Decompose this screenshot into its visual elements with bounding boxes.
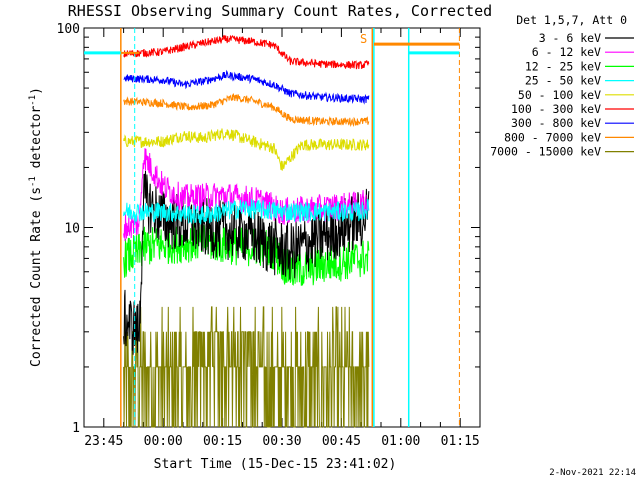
series-line-4 <box>123 128 370 171</box>
series-layer <box>123 34 370 428</box>
legend-label-6: 300 - 800 keV <box>511 116 601 130</box>
legend-label-0: 3 - 6 keV <box>539 31 601 45</box>
legend-label-7: 800 - 7000 keV <box>504 130 601 144</box>
x-tick-label: 01:15 <box>441 434 480 449</box>
y-tick-label: 1 <box>72 421 80 436</box>
x-tick-label: 01:00 <box>381 434 420 449</box>
x-tick-label: 23:45 <box>84 434 123 449</box>
series-line-6 <box>123 69 370 105</box>
legend-header: Det 1,5,7, Att 0 <box>516 13 627 27</box>
legend-label-5: 100 - 300 keV <box>511 102 601 116</box>
s-annotation: S <box>360 32 367 46</box>
y-axis-label: Corrected Count Rate (s-1 detector-1) <box>28 87 44 367</box>
series-line-5 <box>123 34 370 70</box>
legend-label-8: 7000 - 15000 keV <box>490 145 601 159</box>
series-line-1 <box>123 148 370 242</box>
legend-label-3: 25 - 50 keV <box>525 74 601 88</box>
y-tick-label: 10 <box>64 222 80 237</box>
attenuator-night-overlays <box>84 28 460 427</box>
legend-label-4: 50 - 100 keV <box>518 88 601 102</box>
x-tick-label: 00:00 <box>144 434 183 449</box>
chart-title: RHESSI Observing Summary Count Rates, Co… <box>68 2 492 20</box>
legend-label-1: 6 - 12 keV <box>532 45 601 59</box>
x-tick-label: 00:15 <box>203 434 242 449</box>
series-line-8 <box>123 306 370 428</box>
x-tick-label: 00:45 <box>322 434 361 449</box>
x-axis-ticks: 23:45 00:00 00:15 00:30 00:45 01:00 01:15 <box>83 28 481 449</box>
series-line-7 <box>123 93 370 128</box>
legend-label-2: 12 - 25 keV <box>525 59 601 73</box>
date-stamp: 2-Nov-2021 22:14 <box>549 468 636 478</box>
x-axis-label: Start Time (15-Dec-15 23:41:02) <box>154 457 397 472</box>
x-tick-label: 00:30 <box>262 434 301 449</box>
series-line-3 <box>123 198 370 225</box>
series-line-0 <box>123 170 370 355</box>
y-axis-ticks: 1 10 100 <box>57 22 480 436</box>
y-tick-label: 100 <box>57 22 80 37</box>
